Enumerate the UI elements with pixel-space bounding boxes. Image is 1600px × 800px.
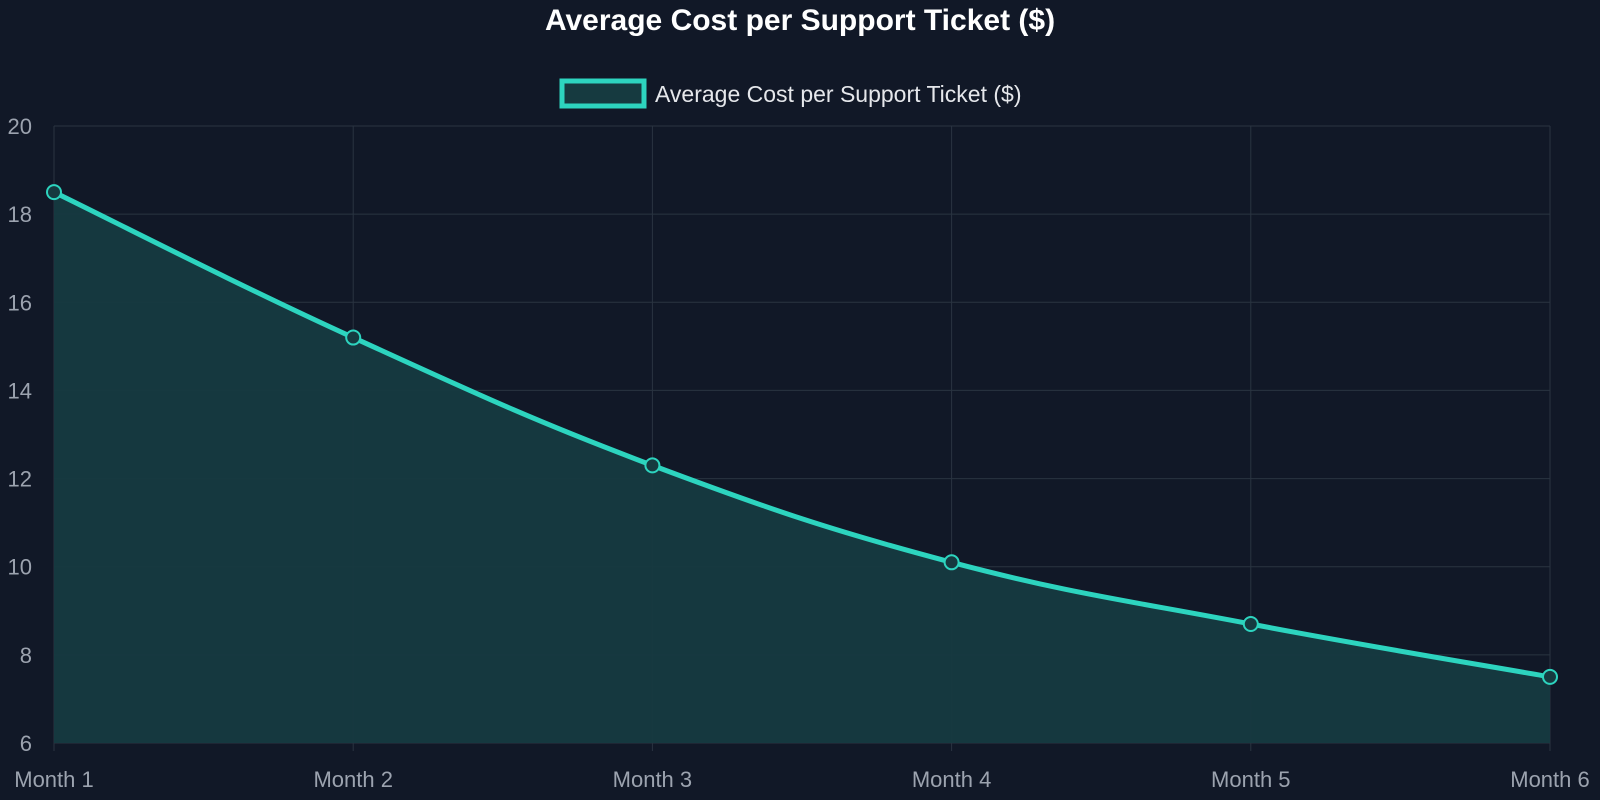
y-tick-label: 20 [8, 114, 32, 139]
legend-label: Average Cost per Support Ticket ($) [655, 81, 1021, 107]
legend[interactable]: Average Cost per Support Ticket ($) [559, 78, 1021, 109]
data-point[interactable] [345, 329, 362, 346]
x-tick-label: Month 5 [1211, 767, 1291, 792]
series-line-path [51, 189, 1553, 680]
y-tick-label: 12 [8, 467, 32, 492]
x-tick-label: Month 4 [912, 767, 992, 792]
data-point[interactable] [644, 457, 661, 474]
x-tick-label: Month 1 [14, 767, 94, 792]
data-point[interactable] [1542, 668, 1558, 685]
area-fill [54, 192, 1550, 743]
data-points [46, 184, 1558, 685]
x-tick-label: Month 6 [1510, 767, 1590, 792]
x-tick-label: Month 3 [613, 767, 693, 792]
data-point[interactable] [943, 554, 960, 571]
y-tick-label: 16 [8, 290, 32, 315]
data-point[interactable] [46, 184, 62, 201]
y-tick-label: 8 [20, 643, 32, 668]
y-tick-label: 10 [8, 555, 32, 580]
series-area [54, 192, 1550, 743]
y-axis: 6 8 10 12 14 16 18 20 [8, 114, 32, 756]
y-tick-label: 14 [8, 378, 32, 403]
data-point[interactable] [1242, 616, 1259, 633]
x-axis: Month 1 Month 2 Month 3 Month 4 Month 5 Month… [14, 767, 1590, 792]
legend-swatch [559, 78, 647, 109]
y-tick-label: 18 [8, 202, 32, 227]
chart-title: Average Cost per Support Ticket ($) [545, 4, 1055, 37]
series-line [51, 189, 1553, 680]
x-tick-label: Month 2 [313, 767, 393, 792]
y-tick-label: 6 [20, 731, 32, 756]
